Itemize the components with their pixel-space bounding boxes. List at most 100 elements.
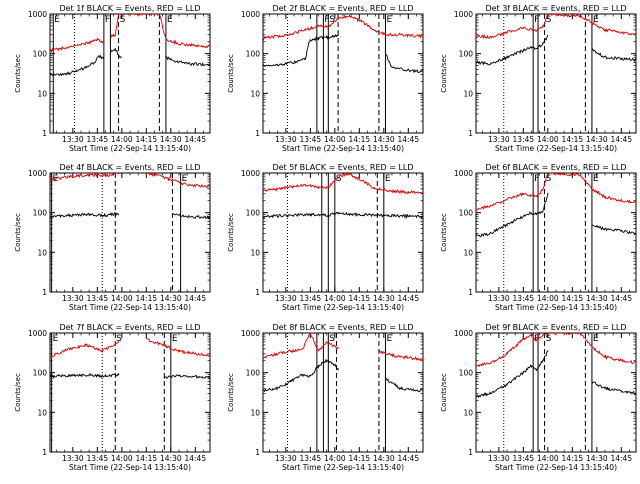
detector-plot-2: Det 2f BLACK = Events, RED = LLD 1 10 100 10… [227,4,424,153]
y-tick-label: 10 [37,89,47,98]
y-tick-label: 10 [463,408,473,417]
y-tick-label: 100 [33,369,48,378]
series-line-events [263,34,423,74]
y-tick-label: 1 [42,448,47,457]
plot-frame [49,332,211,453]
series-line-lld [50,337,210,359]
x-tick-label: 14:30 [586,294,608,303]
x-tick-label: 14:00 [537,294,559,303]
series-line-events [50,211,210,220]
marker-label: F [105,15,110,25]
y-tick-label: 100 [459,50,474,59]
marker-label: S [116,334,122,344]
x-tick-label: 14:15 [136,294,158,303]
y-tick-label: 1 [42,288,47,297]
detector-plot-8: Det 8f BLACK = Events, RED = LLD 1 10 100 10… [227,323,424,472]
marker-label: S [336,174,342,184]
y-tick-label: 1000 [28,329,47,338]
x-tick-label: 13:30 [488,454,510,463]
x-tick-label: 14:15 [562,294,584,303]
x-tick-label: 14:45 [184,294,206,303]
y-axis-label: Counts/sec [14,213,22,252]
x-tick-label: 14:00 [324,454,346,463]
series-line-lld [476,333,636,368]
y-tick-label: 1 [255,288,260,297]
x-tick-label: 13:30 [275,135,297,144]
x-axis-label: Start Time (22-Sep-14 13:15:40) [69,144,191,153]
x-tick-label: 13:30 [275,294,297,303]
x-tick-label: 14:00 [111,294,133,303]
y-tick-label: 1000 [28,10,47,19]
y-axis-label: Counts/sec [227,213,235,252]
marker-label: F [324,15,329,25]
y-axis-label: Counts/sec [440,373,448,412]
y-tick-label: 10 [37,408,47,417]
series-line-lld [263,173,423,195]
y-tick-label: 1 [42,129,47,138]
y-tick-label: 1000 [454,169,473,178]
x-tick-label: 14:30 [373,454,395,463]
x-tick-label: 14:30 [160,454,182,463]
x-tick-label: 13:30 [488,135,510,144]
y-tick-label: 10 [463,248,473,257]
marker-label: F [534,174,539,184]
plot-title: Det 1f BLACK = Events, RED = LLD [59,4,200,13]
x-tick-label: 14:15 [349,454,371,463]
y-tick-label: 100 [246,369,261,378]
detector-plot-4: Det 4f BLACK = Events, RED = LLD 1 10 100 10… [14,163,211,312]
x-tick-label: 13:30 [62,454,84,463]
x-tick-label: 14:30 [586,135,608,144]
marker-label: E [385,174,391,184]
x-axis-label: Start Time (22-Sep-14 13:15:40) [69,463,191,472]
y-tick-label: 100 [33,209,48,218]
plot-title: Det 3f BLACK = Events, RED = LLD [485,4,626,13]
y-tick-label: 100 [459,209,474,218]
y-tick-label: 1 [255,129,260,138]
series-line-lld [50,14,210,53]
y-tick-label: 10 [250,408,260,417]
plot-title: Det 2f BLACK = Events, RED = LLD [272,4,413,13]
y-tick-label: 1000 [241,10,260,19]
x-tick-label: 14:45 [397,454,419,463]
series-line-events [476,192,636,238]
plot-frame [49,13,211,134]
x-tick-label: 14:00 [111,135,133,144]
marker-label: E [54,15,60,25]
series-line-lld [263,14,423,41]
y-tick-label: 10 [37,248,47,257]
series-line-events [263,359,423,393]
detector-plot-6: Det 6f BLACK = Events, RED = LLD 1 10 100 10… [440,163,637,312]
series-line-lld [50,173,210,189]
x-tick-label: 14:30 [160,135,182,144]
plot-title: Det 4f BLACK = Events, RED = LLD [59,163,200,172]
marker-label: S [546,174,552,184]
marker-label: E [593,334,599,344]
x-tick-label: 14:15 [136,454,158,463]
x-tick-label: 13:45 [513,135,535,144]
y-tick-label: 1000 [28,169,47,178]
marker-label: E [167,15,173,25]
plot-frame [262,332,424,453]
marker-label: S [329,15,335,25]
series-line-lld [476,173,636,211]
x-tick-label: 14:30 [586,454,608,463]
y-tick-label: 1000 [454,10,473,19]
x-tick-label: 14:45 [397,294,419,303]
x-tick-label: 14:00 [324,294,346,303]
y-tick-label: 1 [468,448,473,457]
x-tick-label: 13:45 [513,454,535,463]
marker-label: E [593,15,599,25]
y-tick-label: 100 [33,50,48,59]
x-tick-label: 14:30 [160,294,182,303]
marker-label: S [546,334,552,344]
marker-label: E [593,174,599,184]
y-tick-label: 1000 [241,329,260,338]
x-tick-label: 13:45 [87,294,109,303]
marker-label: E [386,15,392,25]
plot-title: Det 8f BLACK = Events, RED = LLD [272,323,413,332]
y-tick-label: 10 [250,89,260,98]
detector-plot-7: Det 7f BLACK = Events, RED = LLD 1 10 100 10… [14,323,211,472]
x-tick-label: 13:45 [87,135,109,144]
y-tick-label: 1 [468,288,473,297]
